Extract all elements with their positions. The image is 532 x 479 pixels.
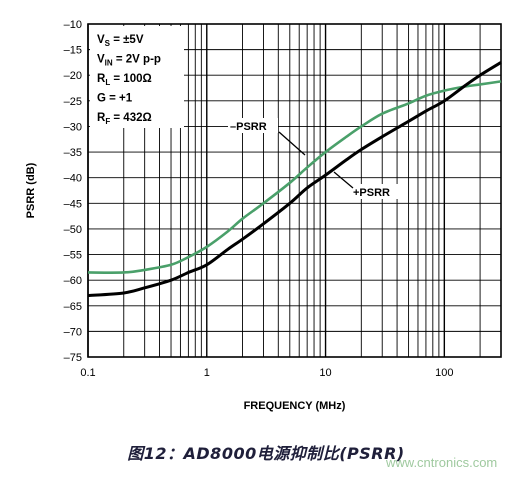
y-tick-label: –10 xyxy=(64,19,82,31)
x-tick-label: 10 xyxy=(319,367,331,379)
y-tick-label: –35 xyxy=(64,147,82,159)
condition-line: VS = ±5V xyxy=(97,34,144,48)
condition-line: RF = 432Ω xyxy=(97,112,152,126)
watermark: www.cntronics.com xyxy=(386,455,498,470)
y-tick-label: –65 xyxy=(64,301,82,313)
y-tick-label: –70 xyxy=(64,326,82,338)
minus-psrr-label-bg xyxy=(228,118,278,133)
y-tick-labels: –10 –15 –20 –25 –30 –35 –40 –45 –50 –55 –60 –65 –70 –… xyxy=(64,19,82,364)
conditions-box: VS = ±5V VIN = 2V p-p RL = 100Ω G = +1 RF = … xyxy=(90,26,184,128)
minus-psrr-leader xyxy=(278,131,306,156)
x-tick-label: 1 xyxy=(204,367,210,379)
x-axis-label: FREQUENCY (MHz) xyxy=(244,400,346,412)
x-tick-label: 100 xyxy=(435,367,453,379)
conditions-box-background xyxy=(90,26,184,128)
plot-frame xyxy=(87,23,502,358)
y-tick-label: –30 xyxy=(64,121,82,133)
y-tick-label: –50 xyxy=(64,224,82,236)
plus-psrr-line xyxy=(87,61,502,298)
minus-psrr-line xyxy=(87,80,502,274)
plus-psrr-leader xyxy=(333,171,354,189)
x-tick-label: 0.1 xyxy=(80,367,95,379)
series-annotations: –PSRR +PSRR xyxy=(228,118,403,199)
minus-psrr-label: –PSRR xyxy=(230,121,267,133)
y-tick-label: –60 xyxy=(64,275,82,287)
y-tick-label: –25 xyxy=(64,96,82,108)
y-tick-label: –20 xyxy=(64,70,82,82)
y-tick-label: –75 xyxy=(64,352,82,364)
y-tick-label: –15 xyxy=(64,45,82,57)
figure-caption: 图12：AD8000电源抑制比(PSRR) xyxy=(127,444,405,463)
condition-line: VIN = 2V p-p xyxy=(97,54,161,68)
condition-line: G = +1 xyxy=(97,93,133,105)
plus-psrr-label-bg xyxy=(351,184,403,199)
condition-line: RL = 100Ω xyxy=(97,73,152,87)
y-tick-label: –45 xyxy=(64,198,82,210)
psrr-chart: –10 –15 –20 –25 –30 –35 –40 –45 –50 –55 –60 –65 –70 –… xyxy=(25,19,502,412)
y-tick-label: –40 xyxy=(64,173,82,185)
y-axis-label: PSRR (dB) xyxy=(25,162,37,218)
x-tick-labels: 0.1 1 10 100 xyxy=(80,367,453,379)
y-tick-label: –55 xyxy=(64,250,82,262)
series-lines xyxy=(87,61,502,298)
plus-psrr-label: +PSRR xyxy=(353,187,390,199)
